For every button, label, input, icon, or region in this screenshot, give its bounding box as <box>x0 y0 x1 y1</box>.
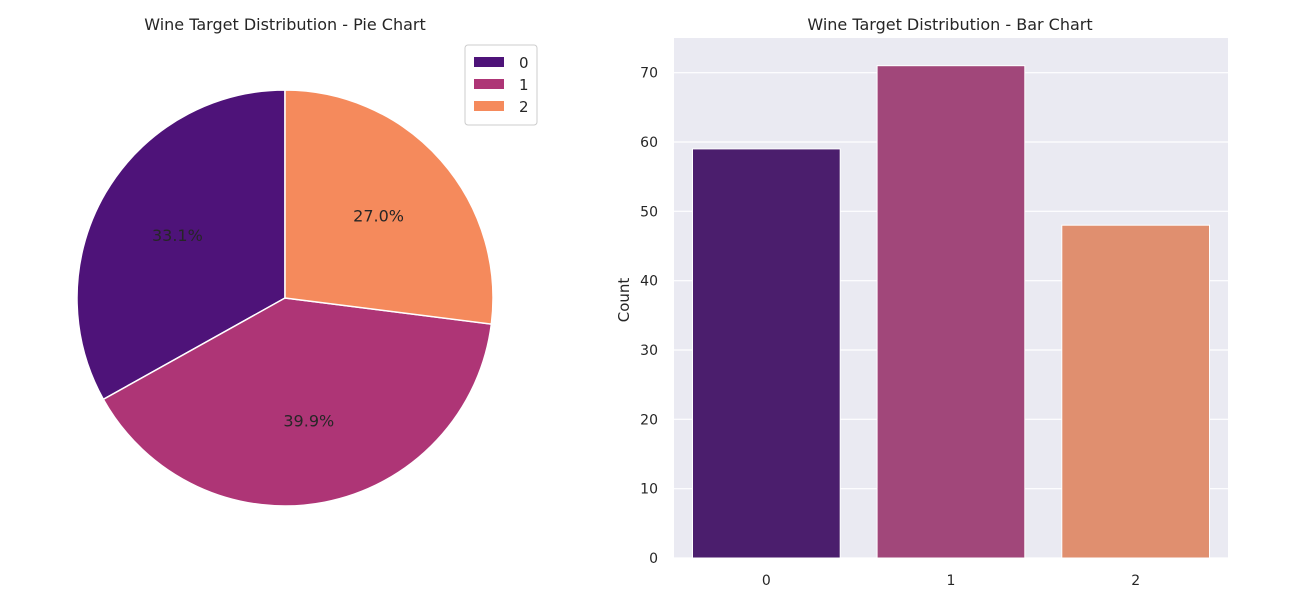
bar-x-tick-labels: 0 1 2 <box>762 573 1140 589</box>
bar-2 <box>1061 224 1211 559</box>
pie-legend-swatch-1 <box>474 79 504 89</box>
bar-y-tick-labels: 0 10 20 30 40 50 60 70 <box>640 66 658 567</box>
bar-x-tick-0: 0 <box>762 573 771 589</box>
bar-y-tick-40: 40 <box>640 274 658 290</box>
bar-y-tick-30: 30 <box>640 343 658 359</box>
pie-slice-0 <box>76 89 286 401</box>
pie-legend-label-0: 0 <box>519 54 529 72</box>
bar-1 <box>876 65 1026 559</box>
bar-chart-panel: Wine Target Distribution - Bar Chart 010… <box>615 15 1228 589</box>
pie-legend-swatch-2 <box>474 101 504 111</box>
bar-y-tick-0: 0 <box>649 551 658 567</box>
bar-chart-title: Wine Target Distribution - Bar Chart <box>807 15 1092 34</box>
bar-bars <box>692 65 1211 559</box>
pie-percent-label-2: 27.0% <box>353 207 404 226</box>
pie-chart-title: Wine Target Distribution - Pie Chart <box>144 15 426 34</box>
pie-percent-label-0: 33.1% <box>152 226 203 245</box>
bar-y-tick-70: 70 <box>640 66 658 82</box>
bar-y-tick-10: 10 <box>640 482 658 498</box>
pie-chart-panel: Wine Target Distribution - Pie Chart 33.… <box>76 15 538 507</box>
bar-y-tick-50: 50 <box>640 204 658 220</box>
pie-percent-labels: 33.1% 39.9% 27.0% <box>152 207 404 431</box>
bar-y-axis-label: Count <box>615 278 633 323</box>
bar-y-tick-20: 20 <box>640 412 658 428</box>
pie-percent-label-1: 39.9% <box>283 412 334 431</box>
pie-slice-2 <box>284 89 494 325</box>
pie-legend-label-2: 2 <box>519 98 529 116</box>
pie-legend-label-1: 1 <box>519 76 529 94</box>
pie-legend-swatch-0 <box>474 57 504 67</box>
pie-legend: 0 1 2 <box>464 44 538 126</box>
bar-x-tick-2: 2 <box>1131 573 1140 589</box>
pie-slice-1 <box>102 297 493 507</box>
bar-y-tick-60: 60 <box>640 135 658 151</box>
bar-0 <box>692 148 841 559</box>
bar-x-tick-1: 1 <box>947 573 956 589</box>
pie-slices <box>76 89 494 507</box>
